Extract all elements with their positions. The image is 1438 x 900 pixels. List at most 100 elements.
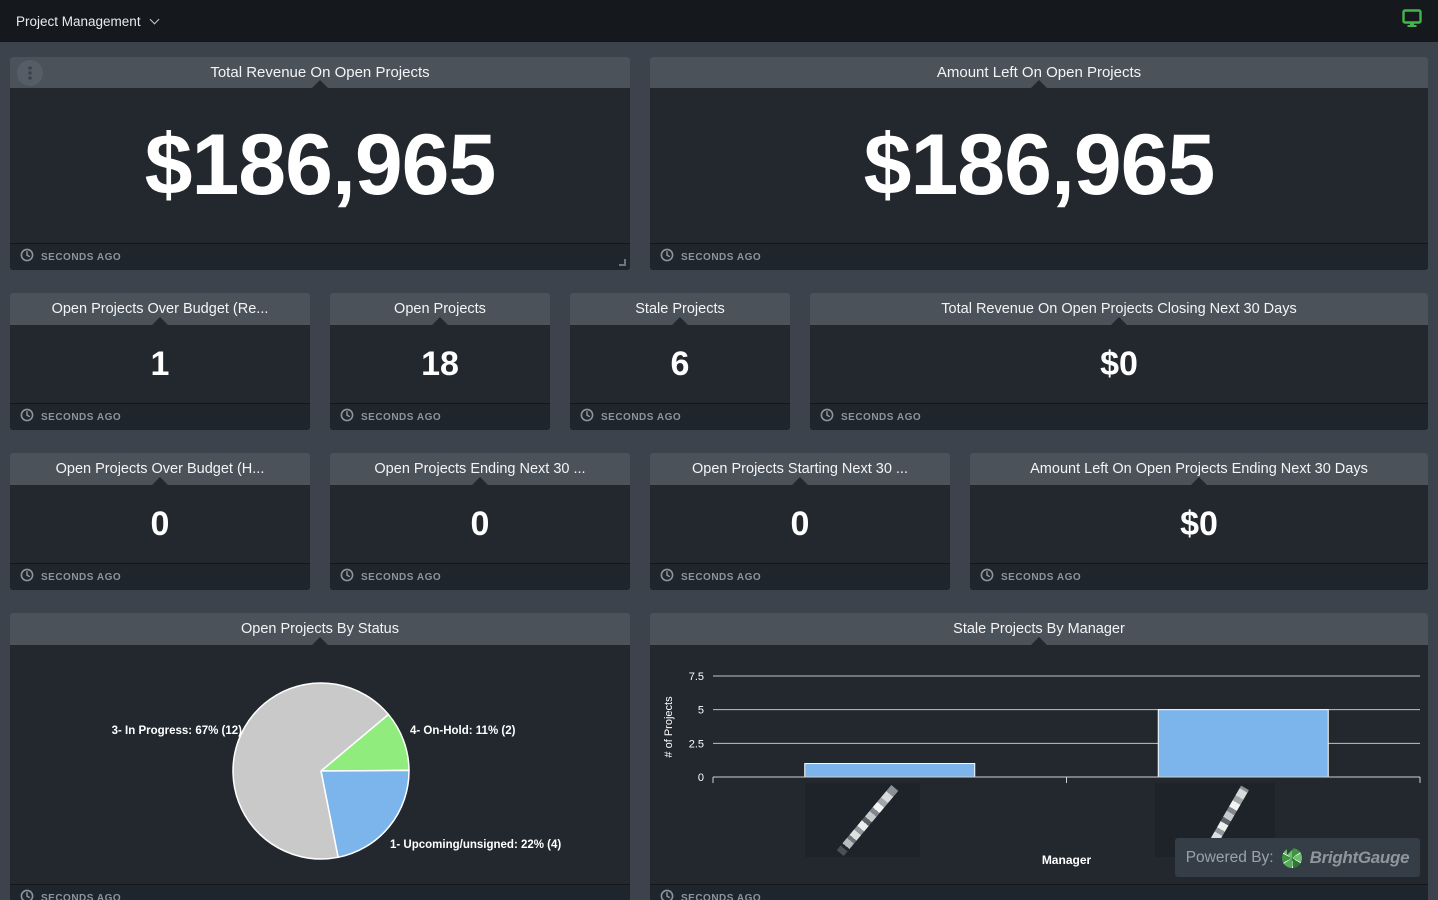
card-header[interactable]: Open Projects By Status: [10, 613, 630, 645]
x-axis-label: Manager: [1042, 853, 1092, 867]
card-header[interactable]: Open Projects Ending Next 30 ...: [330, 453, 630, 485]
clock-icon: [660, 889, 674, 900]
gauge-card: Amount Left On Open Projects Ending Next…: [970, 453, 1428, 590]
last-updated-label: SECONDS AGO: [41, 892, 122, 900]
last-updated-label: SECONDS AGO: [361, 571, 442, 583]
chevron-down-icon: [149, 14, 160, 24]
pie-chart[interactable]: 3- In Progress: 67% (12) 4- On-Hold: 11%…: [10, 645, 630, 884]
clock-icon: [660, 248, 674, 267]
card-title: Amount Left On Open Projects: [936, 64, 1142, 81]
clock-icon: [980, 568, 994, 587]
card-footer: SECONDS AGO: [650, 563, 950, 590]
clock-icon: [20, 248, 34, 267]
card-title: Open Projects By Status: [241, 621, 399, 637]
last-updated-label: SECONDS AGO: [361, 411, 442, 423]
clock-icon: [820, 408, 834, 427]
last-updated-label: SECONDS AGO: [41, 411, 122, 423]
resize-handle-icon[interactable]: [619, 259, 626, 266]
pie-slice-label: 4- On-Hold: 11% (2): [410, 725, 516, 737]
svg-text:2.5: 2.5: [689, 738, 704, 750]
card-body: $0: [810, 325, 1428, 403]
gauge-value: $186,965: [863, 117, 1216, 213]
brightgauge-logo-icon: [1281, 847, 1302, 868]
card-footer: SECONDS AGO: [570, 403, 790, 430]
last-updated-label: SECONDS AGO: [841, 411, 922, 423]
last-updated-label: SECONDS AGO: [601, 411, 682, 423]
brand-label: BrightGauge: [1309, 847, 1410, 867]
card-footer: SECONDS AGO: [810, 403, 1428, 430]
card-header[interactable]: Amount Left On Open Projects Ending Next…: [970, 453, 1428, 485]
last-updated-label: SECONDS AGO: [681, 571, 762, 583]
card-header[interactable]: Total Revenue On Open Projects: [10, 57, 630, 88]
card-header[interactable]: Open Projects: [330, 293, 550, 325]
gauge-card-total-revenue-open: Total Revenue On Open Projects $186,965 …: [10, 57, 630, 270]
card-header[interactable]: Stale Projects: [570, 293, 790, 325]
card-footer: SECONDS AGO: [10, 243, 630, 270]
last-updated-label: SECONDS AGO: [1001, 571, 1082, 583]
card-title: Stale Projects By Manager: [953, 621, 1125, 637]
clock-icon: [660, 568, 674, 587]
kebab-menu-icon[interactable]: [16, 59, 44, 87]
last-updated-label: SECONDS AGO: [41, 251, 122, 263]
dashboard-grid: Total Revenue On Open Projects $186,965 …: [0, 42, 1438, 900]
gauge-card: Open Projects 18 SECONDS AGO: [330, 293, 550, 430]
card-title: Open Projects Over Budget (Re...: [51, 301, 269, 317]
card-footer: SECONDS AGO: [10, 403, 310, 430]
card-header[interactable]: Open Projects Over Budget (H...: [10, 453, 310, 485]
card-body: 0: [330, 485, 630, 563]
svg-text:0: 0: [698, 772, 704, 784]
gauge-card-amount-left-open: Amount Left On Open Projects $186,965 SE…: [650, 57, 1428, 270]
card-body: 0: [10, 485, 310, 563]
powered-by-label: Powered By:: [1185, 848, 1274, 866]
gauge-card: Stale Projects 6 SECONDS AGO: [570, 293, 790, 430]
gauge-card: Open Projects Ending Next 30 ... 0 SECON…: [330, 453, 630, 590]
bar-chart[interactable]: 0 2.5 5 7.5 # of Projects Manager Powered By:…: [650, 645, 1428, 884]
gauge-value: 0: [470, 504, 490, 543]
card-footer: SECONDS AGO: [970, 563, 1428, 590]
card-body: $0: [970, 485, 1428, 563]
card-footer: SECONDS AGO: [330, 563, 630, 590]
card-title: Open Projects Over Budget (H...: [55, 461, 265, 477]
card-header[interactable]: Amount Left On Open Projects: [650, 57, 1428, 88]
y-axis-label: # of Projects: [663, 696, 675, 758]
card-body: 0: [650, 485, 950, 563]
card-footer: SECONDS AGO: [650, 884, 1428, 900]
gauge-value: 1: [150, 344, 170, 383]
last-updated-label: SECONDS AGO: [41, 571, 122, 583]
gauge-value: 6: [670, 344, 690, 383]
card-body: 6: [570, 325, 790, 403]
gauge-value: 0: [150, 504, 170, 543]
card-header[interactable]: Open Projects Starting Next 30 ...: [650, 453, 950, 485]
card-header[interactable]: Open Projects Over Budget (Re...: [10, 293, 310, 325]
gauge-card: Open Projects Starting Next 30 ... 0 SEC…: [650, 453, 950, 590]
card-body: 1: [10, 325, 310, 403]
gauge-value: $0: [1180, 504, 1218, 543]
pie-slice-label: 1- Upcoming/unsigned: 22% (4): [390, 839, 562, 851]
clock-icon: [20, 568, 34, 587]
gauge-value: $0: [1100, 344, 1138, 383]
gauge-value: 0: [790, 504, 810, 543]
clock-icon: [580, 408, 594, 427]
pie-slice-label: 3- In Progress: 67% (12): [111, 725, 242, 737]
card-header[interactable]: Stale Projects By Manager: [650, 613, 1428, 645]
card-footer: SECONDS AGO: [10, 884, 630, 900]
card-footer: SECONDS AGO: [330, 403, 550, 430]
svg-text:7.5: 7.5: [689, 671, 704, 683]
dashboard-title: Project Management: [16, 13, 141, 29]
chart-card-open-projects-by-status: Open Projects By Status 3- In Progress: …: [10, 613, 630, 900]
last-updated-label: SECONDS AGO: [681, 251, 762, 263]
watermark: Powered By: BrightGauge: [1175, 838, 1420, 877]
card-title: Open Projects Starting Next 30 ...: [692, 461, 908, 477]
clock-icon: [20, 408, 34, 427]
card-footer: SECONDS AGO: [10, 563, 310, 590]
display-mode-icon[interactable]: [1402, 9, 1422, 33]
card-title: Total Revenue On Open Projects: [210, 64, 430, 81]
gauge-card: Total Revenue On Open Projects Closing N…: [810, 293, 1428, 430]
card-title: Open Projects: [394, 301, 486, 317]
card-footer: SECONDS AGO: [650, 243, 1428, 270]
dashboard-title-dropdown[interactable]: Project Management: [16, 13, 160, 29]
card-title: Stale Projects: [635, 301, 725, 317]
card-header[interactable]: Total Revenue On Open Projects Closing N…: [810, 293, 1428, 325]
card-body: 18: [330, 325, 550, 403]
gauge-card: Open Projects Over Budget (Re... 1 SECON…: [10, 293, 310, 430]
